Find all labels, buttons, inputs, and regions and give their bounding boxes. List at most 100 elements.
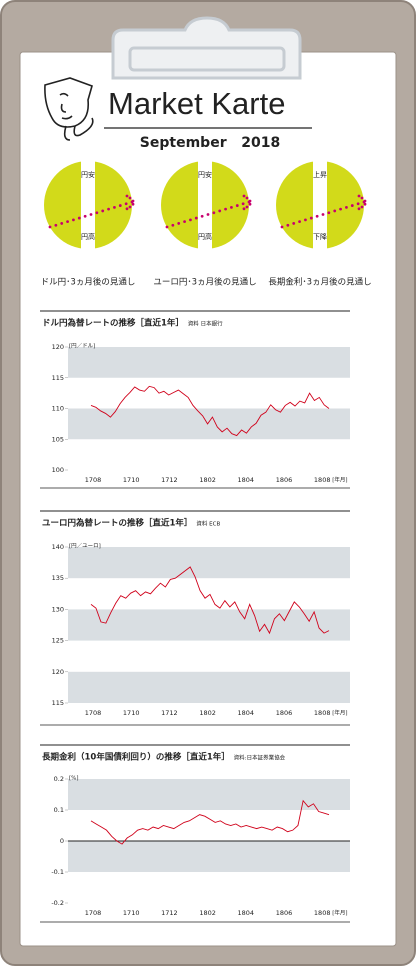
- x-tick-label: 1802: [199, 709, 216, 717]
- x-tick-label: 1712: [161, 709, 178, 717]
- x-tick-label: 1802: [199, 909, 216, 917]
- x-tick-label: 1808: [314, 909, 331, 917]
- x-unit: [年月]: [332, 909, 347, 917]
- y-tick-label: 115: [52, 699, 64, 707]
- outlook-top: 円安: [81, 170, 95, 179]
- price-line: [90, 566, 330, 635]
- band: [68, 609, 350, 641]
- outlook-arrow-dot: [177, 222, 181, 225]
- x-tick-label: 1804: [238, 909, 255, 917]
- outlook-arrow-dot: [95, 211, 99, 215]
- y-tick-label: 0: [60, 837, 64, 845]
- outlook-arrow-dot: [66, 220, 69, 224]
- outlook-arrowhead-dot: [245, 196, 249, 200]
- outlook-arrow-dot: [286, 223, 290, 227]
- x-tick-label: 1808: [314, 709, 331, 717]
- outlook-arrowhead-dot: [357, 207, 361, 211]
- title: Market Karte: [108, 86, 285, 121]
- y-tick-label: 0.1: [54, 806, 64, 814]
- outlook-caption: ユーロ円･3ヵ月後の見通し: [153, 277, 256, 288]
- outlook-arrowhead-dot: [125, 207, 129, 211]
- band: [68, 671, 350, 703]
- y-tick-label: 115: [52, 374, 64, 382]
- x-tick-label: 1710: [123, 709, 140, 717]
- outlook-caption: ドル円･3ヵ月後の見通し: [41, 277, 136, 288]
- date: September 2018: [140, 135, 280, 151]
- outlook-arrow-dot: [345, 205, 348, 209]
- band: [68, 408, 350, 440]
- band: [68, 547, 350, 579]
- chart-title: ユーロ円為替レートの推移［直近1年］: [42, 518, 192, 529]
- chart-source: 資料:日本証券業協会: [234, 754, 286, 762]
- outlook-bottom: 円高: [81, 232, 95, 241]
- outlook-arrow-dot: [292, 222, 296, 225]
- outlook-arrowhead-dot: [360, 196, 364, 200]
- outlook-arrow-dot: [48, 225, 52, 229]
- x-unit: [年月]: [332, 476, 347, 484]
- outlook-arrowhead-dot: [360, 205, 364, 209]
- band: [68, 779, 350, 810]
- logo: [44, 77, 94, 141]
- outlook-arrowhead-dot: [131, 202, 135, 206]
- x-tick-label: 1712: [161, 909, 178, 917]
- price-line: [90, 385, 330, 437]
- outlook-arrowhead-dot: [248, 202, 252, 206]
- y-tick-label: -0.1: [51, 868, 64, 876]
- chart-source: 資料 日本銀行: [188, 320, 223, 328]
- y-unit: [%]: [69, 776, 79, 782]
- outlook-arrow-dot: [206, 213, 210, 216]
- outlook-arrow-dot: [212, 211, 216, 215]
- x-tick-label: 1802: [199, 476, 216, 484]
- outlook-arrowhead-dot: [363, 199, 367, 203]
- outlook-arrow-dot: [315, 214, 319, 218]
- outlook-top: 円安: [198, 170, 212, 179]
- y-tick-label: 125: [52, 637, 64, 645]
- y-tick-label: 135: [52, 574, 64, 582]
- y-tick-label: 140: [52, 543, 64, 551]
- x-tick-label: 1806: [276, 909, 293, 917]
- outlook-arrow-dot: [101, 209, 105, 213]
- outlook-arrow-dot: [194, 216, 198, 220]
- outlook-arrow-dot: [200, 214, 204, 218]
- outlook-arrow-dot: [54, 223, 58, 227]
- outlook-arrowhead-dot: [131, 199, 135, 203]
- outlook-strip: [81, 161, 95, 249]
- y-unit: [円／ドル]: [69, 343, 95, 350]
- outlook-arrow-dot: [333, 209, 337, 213]
- outlook-arrow-dot: [183, 220, 186, 224]
- outlook-arrow-dot: [304, 218, 307, 222]
- y-unit: [円／ユーロ]: [69, 543, 101, 550]
- outlook-arrowhead-dot: [357, 194, 361, 198]
- outlook-arrow-dot: [113, 205, 116, 209]
- chart-title: 長期金利（10年国債利回り）の推移［直近1年］: [42, 752, 230, 763]
- outlook-arrow-dot: [339, 207, 342, 211]
- outlook-arrowhead-dot: [242, 194, 246, 198]
- x-tick-label: 1708: [85, 476, 102, 484]
- outlook-arrowhead-dot: [128, 205, 132, 209]
- x-tick-label: 1708: [85, 709, 102, 717]
- x-tick-label: 1710: [123, 909, 140, 917]
- outlook-arrow-dot: [60, 222, 64, 225]
- outlook-arrowhead-dot: [363, 202, 367, 206]
- outlook-arrow-dot: [350, 204, 354, 207]
- y-tick-label: 110: [52, 405, 64, 413]
- outlook-arrowhead-dot: [242, 207, 246, 211]
- x-tick-label: 1712: [161, 476, 178, 484]
- x-tick-label: 1804: [238, 476, 255, 484]
- y-tick-label: 120: [52, 343, 64, 351]
- outlook-top: 上昇: [313, 170, 327, 179]
- outlook-arrow-dot: [83, 214, 87, 218]
- outlook-arrowhead-dot: [125, 194, 129, 198]
- x-tick-label: 1708: [85, 909, 102, 917]
- outlook-arrow-dot: [224, 207, 227, 211]
- x-tick-label: 1806: [276, 476, 293, 484]
- outlook-arrow-dot: [356, 202, 360, 206]
- outlook-bottom: 円高: [198, 232, 212, 241]
- x-tick-label: 1806: [276, 709, 293, 717]
- band: [68, 841, 350, 872]
- outlook-arrow-dot: [309, 216, 313, 220]
- band: [68, 347, 350, 378]
- x-tick-label: 1710: [123, 476, 140, 484]
- outlook-strip: [313, 161, 327, 249]
- outlook-arrow-dot: [298, 220, 301, 224]
